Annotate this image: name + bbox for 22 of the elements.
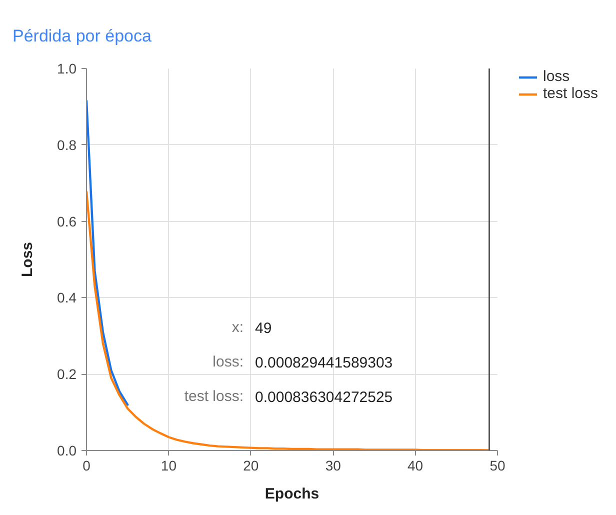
line-series <box>86 190 490 450</box>
y-tick-label: 0.4 <box>57 290 77 306</box>
y-tick-label: 1.0 <box>57 60 77 76</box>
annotation: test loss: 0.000836304272525 <box>184 388 393 406</box>
line-series <box>86 100 129 406</box>
legend-label: test loss <box>543 85 598 102</box>
x-tick-label: 50 <box>490 458 506 474</box>
y-tick-label: 0.2 <box>57 366 77 382</box>
y-tick-label: 0.6 <box>57 213 77 230</box>
x-tick-label: 30 <box>325 458 342 474</box>
annotation: loss: 0.000829441589303 <box>212 353 393 372</box>
legend-label: loss <box>543 68 570 85</box>
x-tick-label: 10 <box>160 458 177 474</box>
chart-title: Pérdida por época <box>12 26 152 46</box>
x-tick-label: 0 <box>82 458 91 474</box>
x-tick-label: 20 <box>243 458 259 474</box>
y-tick-label: 0.8 <box>57 136 77 153</box>
x-tick-label: 40 <box>408 458 424 474</box>
annotation: x: 49 <box>232 318 272 337</box>
x-axis-title: Epochs <box>264 486 320 502</box>
y-axis-title: Loss <box>19 242 36 278</box>
y-tick-label: 0.0 <box>57 442 77 458</box>
